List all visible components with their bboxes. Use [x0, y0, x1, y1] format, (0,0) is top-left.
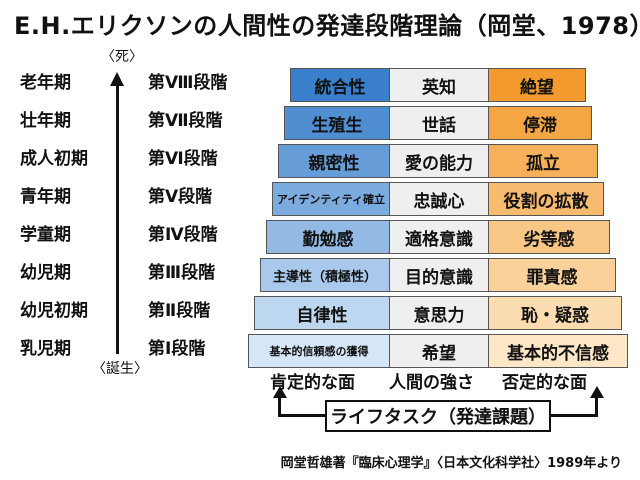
stage-label: 第Ⅶ段階: [148, 111, 223, 131]
timeline-arrow: [116, 82, 119, 354]
page-title: E.H.エリクソンの人間性の発達段階理論（岡堂、1978）: [14, 12, 640, 40]
strength-cell: 目的意識: [390, 258, 488, 292]
life-task-box: ライフタスク（発達課題）: [325, 400, 551, 432]
strength-column-label: 人間の強さ: [389, 373, 474, 393]
strength-cell: 忠誠心: [390, 182, 488, 216]
stage-label: 第Ⅲ段階: [148, 263, 216, 283]
death-label: 〈死〉: [101, 49, 143, 65]
age-label: 壮年期: [20, 111, 71, 131]
age-label: 幼児初期: [20, 301, 88, 321]
virtue-cell: アイデンティティ確立: [272, 182, 390, 216]
age-label: 成人初期: [20, 149, 88, 169]
birth-label: 〈誕生〉: [92, 361, 148, 377]
crisis-cell: 絶望: [488, 68, 586, 102]
positive-column-label: 肯定的な面: [270, 373, 355, 393]
left-arrow: [278, 395, 281, 415]
crisis-cell: 罪責感: [488, 258, 616, 292]
stage-label: 第Ⅷ段階: [148, 73, 228, 93]
age-label: 青年期: [20, 187, 71, 207]
crisis-cell: 停滞: [488, 106, 592, 140]
age-label: 乳児期: [20, 339, 71, 359]
strength-cell: 意思力: [390, 296, 488, 330]
crisis-cell: 劣等感: [488, 220, 610, 254]
stage-label: 第Ⅱ段階: [148, 301, 211, 321]
virtue-cell: 親密性: [278, 144, 390, 178]
crisis-cell: 基本的不信感: [488, 334, 628, 368]
age-label: 学童期: [20, 225, 71, 245]
timeline-arrow-head-icon: [110, 72, 124, 86]
left-arrow-head-icon: [273, 386, 287, 398]
stage-label: 第Ⅴ段階: [148, 187, 213, 207]
stage-label: 第Ⅵ段階: [148, 149, 218, 169]
left-connector: [278, 414, 327, 417]
virtue-cell: 勤勉感: [266, 220, 390, 254]
strength-cell: 英知: [390, 68, 488, 102]
age-label: 老年期: [20, 73, 71, 93]
virtue-cell: 主導性（積極性）: [260, 258, 390, 292]
crisis-cell: 役割の拡散: [488, 182, 604, 216]
virtue-cell: 基本的信頼感の獲得: [248, 334, 390, 368]
crisis-cell: 孤立: [488, 144, 598, 178]
virtue-cell: 自律性: [254, 296, 390, 330]
strength-cell: 適格意識: [390, 220, 488, 254]
virtue-cell: 統合性: [290, 68, 390, 102]
right-arrow-head-icon: [590, 386, 604, 398]
stage-label: 第Ⅰ段階: [148, 339, 206, 359]
virtue-cell: 生殖生: [284, 106, 390, 140]
age-label: 幼児期: [20, 263, 71, 283]
stage-label: 第Ⅳ段階: [148, 225, 218, 245]
right-arrow: [595, 395, 598, 415]
strength-cell: 希望: [390, 334, 488, 368]
strength-cell: 世話: [390, 106, 488, 140]
strength-cell: 愛の能力: [390, 144, 488, 178]
right-connector: [549, 414, 598, 417]
negative-column-label: 否定的な面: [502, 373, 587, 393]
crisis-cell: 恥・疑惑: [488, 296, 622, 330]
source-citation: 岡堂哲雄著『臨床心理学』〈日本文化科学社〉1989年より: [280, 456, 622, 471]
